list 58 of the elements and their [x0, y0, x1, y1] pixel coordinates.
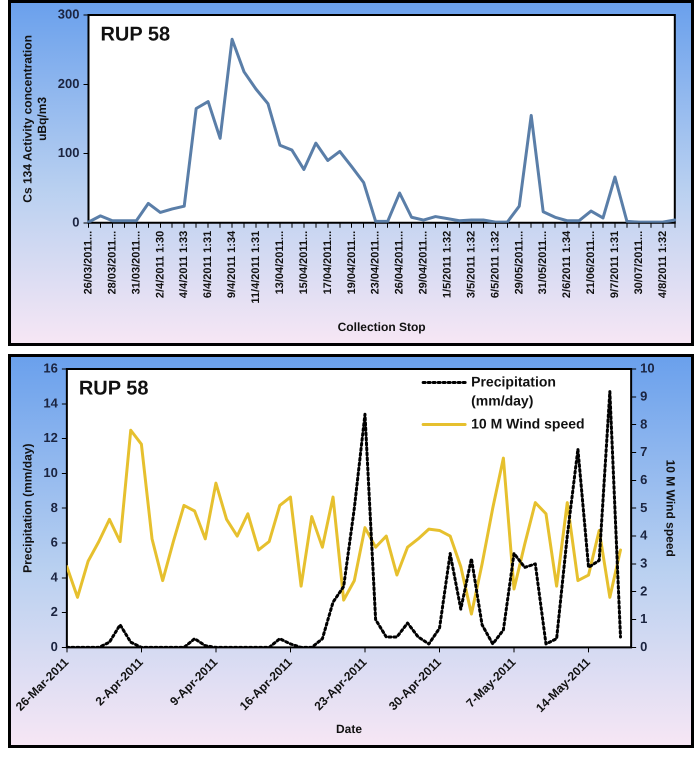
- x-tick-label: 11/4/2011 1:31: [250, 230, 262, 304]
- x-axis-title: Date: [336, 722, 362, 736]
- x-tick-label: 6/4/2011 1:31: [202, 230, 214, 298]
- x-axis-title: Collection Stop: [338, 320, 426, 334]
- x-tick-label: 31/03/2011...: [130, 230, 142, 294]
- chart-title: RUP 58: [78, 378, 149, 400]
- x-tick-label: 17/04/2011...: [322, 230, 334, 294]
- legend-label: 10 M Wind speed: [471, 415, 585, 432]
- x-tick-label: 15/04/2011...: [298, 230, 310, 294]
- y-tick-label: 300: [58, 6, 80, 22]
- legend-label: Precipitation (mm/day): [471, 373, 556, 408]
- y-tick-label: 0: [72, 214, 80, 230]
- x-tick-label: 28/03/2011...: [106, 230, 118, 294]
- y-axis-title: Cs 134 Activity concentration uBq/m3: [20, 35, 49, 203]
- y-tick-label: 16: [43, 360, 58, 376]
- y2-tick-label: 5: [640, 500, 648, 515]
- x-tick-label: 9/7/2011 1:31: [609, 230, 622, 298]
- y-tick-label: 200: [58, 76, 80, 91]
- y2-tick-label: 0: [640, 638, 648, 654]
- x-tick-label: 21/06/2011...: [585, 230, 598, 294]
- y-axis-title: Precipitation (mm/day): [20, 444, 35, 573]
- y2-tick-label: 2: [640, 583, 648, 598]
- x-tick-label: 29/05/2011...: [513, 230, 526, 294]
- x-tick-label: 3/5/2011 1:32: [465, 230, 478, 298]
- y-tick-label: 4: [50, 569, 59, 584]
- y2-tick-label: 7: [640, 444, 648, 460]
- y2-tick-label: 9: [640, 388, 648, 404]
- y2-tick-label: 6: [640, 472, 648, 487]
- y-tick-label: 6: [50, 534, 58, 550]
- y-tick-label: 10: [43, 464, 58, 480]
- x-tick-label: 19/04/2011...: [346, 230, 358, 294]
- x-tick-label: 26/03/2011...: [82, 230, 95, 294]
- x-tick-label: 31/05/2011...: [537, 230, 550, 294]
- y2-tick-label: 3: [640, 555, 648, 570]
- chart-title: RUP 58: [100, 24, 170, 46]
- x-tick-label: 1/5/2011 1:32: [441, 230, 454, 298]
- y2-tick-label: 4: [640, 528, 648, 543]
- x-tick-label: 2/4/2011 1:30: [154, 230, 166, 298]
- x-tick-label: 23/04/2011...: [370, 230, 382, 294]
- y2-tick-label: 1: [640, 611, 648, 626]
- x-tick-label: 9/4/2011 1:34: [226, 230, 238, 298]
- x-tick-label: 4/8/2011 1:32: [656, 230, 669, 298]
- x-tick-label: 4/4/2011 1:33: [178, 230, 190, 298]
- x-tick-label: 2/6/2011 1:34: [561, 230, 574, 298]
- y2-tick-label: 8: [640, 416, 648, 432]
- x-tick-label: 30/07/2011...: [632, 230, 645, 294]
- y-tick-label: 100: [58, 145, 80, 160]
- y-tick-label: 14: [43, 395, 59, 410]
- x-tick-label: 26/04/2011...: [394, 230, 406, 294]
- y-tick-label: 8: [50, 500, 58, 515]
- y2-tick-label: 10: [640, 360, 655, 376]
- x-tick-label: 13/04/2011...: [274, 230, 286, 294]
- x-tick-label: 29/04/2011...: [418, 230, 430, 294]
- y-tick-label: 12: [43, 430, 58, 446]
- x-tick-label: 6/5/2011 1:32: [489, 230, 502, 298]
- y2-axis-title: 10 M Wind speed: [663, 460, 678, 557]
- y-tick-label: 0: [50, 638, 58, 654]
- y-tick-label: 2: [50, 604, 58, 620]
